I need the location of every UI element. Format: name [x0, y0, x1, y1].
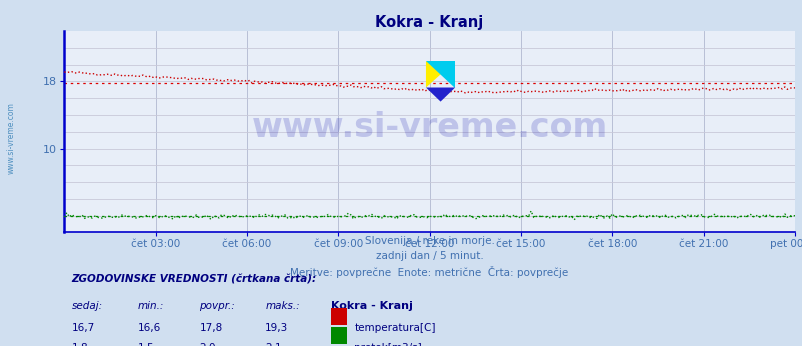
- Text: 1,8: 1,8: [71, 343, 88, 346]
- Text: 1,5: 1,5: [137, 343, 154, 346]
- Text: www.si-vreme.com: www.si-vreme.com: [6, 102, 15, 174]
- Text: Slovenija / reke in morje.: Slovenija / reke in morje.: [364, 236, 494, 246]
- Polygon shape: [425, 61, 455, 88]
- FancyBboxPatch shape: [330, 327, 346, 344]
- Text: ZGODOVINSKE VREDNOSTI (črtkana črta):: ZGODOVINSKE VREDNOSTI (črtkana črta):: [71, 275, 316, 285]
- Text: maks.:: maks.:: [265, 301, 299, 311]
- FancyBboxPatch shape: [330, 308, 346, 325]
- Text: 17,8: 17,8: [199, 323, 222, 333]
- Text: Kokra - Kranj: Kokra - Kranj: [330, 301, 412, 311]
- Text: sedaj:: sedaj:: [71, 301, 103, 311]
- Polygon shape: [425, 88, 455, 102]
- Text: zadnji dan / 5 minut.: zadnji dan / 5 minut.: [375, 251, 483, 261]
- Text: povpr.:: povpr.:: [199, 301, 235, 311]
- Text: pretok[m3/s]: pretok[m3/s]: [354, 343, 422, 346]
- Title: Kokra - Kranj: Kokra - Kranj: [375, 15, 483, 30]
- Text: www.si-vreme.com: www.si-vreme.com: [251, 111, 607, 144]
- Text: temperatura[C]: temperatura[C]: [354, 323, 435, 333]
- Text: 2,1: 2,1: [265, 343, 282, 346]
- Text: 2,0: 2,0: [199, 343, 216, 346]
- Text: 19,3: 19,3: [265, 323, 288, 333]
- Text: min.:: min.:: [137, 301, 164, 311]
- Text: 16,7: 16,7: [71, 323, 95, 333]
- Text: Meritve: povprečne  Enote: metrične  Črta: povprečje: Meritve: povprečne Enote: metrične Črta:…: [290, 266, 568, 278]
- Text: 16,6: 16,6: [137, 323, 160, 333]
- Polygon shape: [425, 61, 455, 88]
